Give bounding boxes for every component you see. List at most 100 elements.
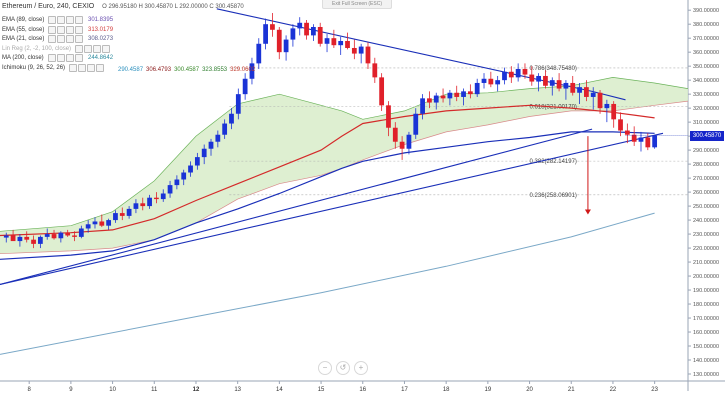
zoom-in-button[interactable]: +	[354, 361, 368, 375]
ichimoku-cloud	[0, 77, 688, 254]
candle-body	[126, 208, 132, 216]
eye-icon[interactable]	[48, 35, 57, 44]
y-tick-label: 250.00000	[693, 204, 719, 210]
settings-icon[interactable]	[57, 35, 66, 44]
close-icon[interactable]	[87, 64, 96, 72]
candle-body	[502, 71, 507, 81]
candle-body	[447, 92, 453, 99]
ichimoku-value: 329.0602	[230, 67, 256, 73]
candle-body	[611, 103, 617, 120]
candle-body	[406, 134, 412, 149]
candle-body	[72, 235, 77, 237]
candle-body	[31, 239, 36, 244]
settings-icon[interactable]	[57, 25, 66, 34]
candle-body	[3, 235, 9, 238]
candle-body	[488, 78, 494, 85]
eye-icon[interactable]	[48, 16, 57, 24]
candle-body	[515, 68, 521, 78]
candle-body	[331, 38, 337, 46]
settings-icon[interactable]	[57, 16, 66, 24]
more-icon[interactable]	[75, 25, 84, 34]
candle-body	[495, 80, 501, 85]
target-arrow-head	[584, 209, 591, 215]
indicator-legend-row[interactable]: EMA (89, close) 301.8395	[2, 16, 113, 24]
close-icon[interactable]	[66, 16, 75, 24]
indicator-label: EMA (89, close)	[2, 17, 45, 23]
y-tick-label: 200.00000	[693, 274, 719, 280]
x-tick-label: 19	[485, 387, 492, 393]
x-tick-label: 12	[193, 387, 200, 393]
settings-icon[interactable]	[84, 44, 93, 53]
y-tick-label: 380.00000	[693, 22, 719, 28]
indicator-legend-row[interactable]: Lin Reg (2, -2, 100, close)	[2, 44, 111, 53]
close-icon[interactable]	[66, 35, 75, 44]
ma200-line	[0, 212, 655, 355]
candle-body	[119, 213, 125, 216]
candle-body	[270, 24, 275, 30]
ichimoku-values: 290.4587 306.4793 300.4587 323.8553 329.0602	[118, 66, 258, 74]
candle-body	[167, 185, 173, 194]
y-tick-label: 370.00000	[693, 36, 719, 42]
indicator-legend-row[interactable]: EMA (21, close) 308.0273	[2, 35, 113, 44]
candle-body	[160, 193, 166, 200]
eye-icon[interactable]	[75, 44, 84, 53]
trend-line	[0, 132, 664, 286]
eye-icon[interactable]	[48, 25, 57, 34]
fib-level-label: 0.618(321.00170)	[530, 105, 577, 111]
candle-body	[549, 80, 555, 86]
zoom-controls: − ↺ +	[318, 361, 368, 375]
close-icon[interactable]	[93, 44, 102, 53]
candle-body	[188, 165, 193, 173]
more-icon[interactable]	[96, 64, 105, 72]
candle-body	[372, 63, 378, 78]
y-tick-label: 310.00000	[693, 120, 719, 126]
reset-zoom-button[interactable]: ↺	[336, 361, 350, 375]
y-tick-label: 240.00000	[693, 218, 719, 224]
indicator-legend-row[interactable]: EMA (55, close) 313.0179	[2, 25, 113, 34]
y-tick-label: 170.00000	[693, 316, 719, 322]
candle-body	[181, 172, 187, 180]
settings-icon[interactable]	[56, 54, 65, 63]
x-tick-label: 21	[568, 387, 575, 393]
candle-body	[392, 127, 398, 142]
candle-body	[638, 137, 644, 142]
close-icon[interactable]	[65, 54, 74, 63]
more-icon[interactable]	[74, 54, 83, 63]
x-tick-label: 10	[109, 387, 116, 393]
candle-body	[631, 134, 637, 142]
ichimoku-value: 306.4793	[146, 67, 172, 73]
candle-body	[17, 236, 23, 242]
candle-body	[235, 94, 241, 114]
candle-body	[474, 82, 480, 95]
eye-icon[interactable]	[69, 64, 78, 72]
y-tick-label: 320.00000	[693, 106, 719, 112]
indicator-controls	[47, 54, 83, 63]
more-icon[interactable]	[75, 35, 84, 44]
zoom-out-button[interactable]: −	[318, 361, 332, 375]
indicator-legend-row[interactable]: MA (200, close) 244.8642	[2, 54, 113, 63]
x-tick-label: 11	[151, 387, 158, 393]
settings-icon[interactable]	[78, 64, 87, 72]
candle-body	[140, 203, 146, 207]
eye-icon[interactable]	[47, 54, 56, 63]
candle-body	[413, 113, 419, 135]
y-tick-label: 220.00000	[693, 246, 719, 252]
close-icon[interactable]	[66, 25, 75, 34]
more-icon[interactable]	[75, 16, 84, 24]
candle-body	[85, 224, 91, 229]
candle-body	[454, 92, 460, 97]
exit-fullscreen-button[interactable]: Exit Full Screen (ESC)	[322, 0, 392, 9]
candle-body	[44, 234, 50, 237]
candle-body	[563, 82, 569, 89]
indicator-controls	[75, 44, 111, 53]
indicator-value: 308.0273	[88, 36, 114, 43]
indicator-controls	[69, 64, 105, 72]
more-icon[interactable]	[102, 44, 111, 53]
candle-body	[276, 29, 282, 53]
candle-body	[174, 179, 180, 186]
indicator-legend-row[interactable]: Ichimoku (9, 26, 52, 26)	[2, 64, 105, 72]
candle-body	[297, 22, 303, 29]
y-tick-label: 350.00000	[693, 64, 719, 70]
candle-body	[420, 98, 425, 114]
